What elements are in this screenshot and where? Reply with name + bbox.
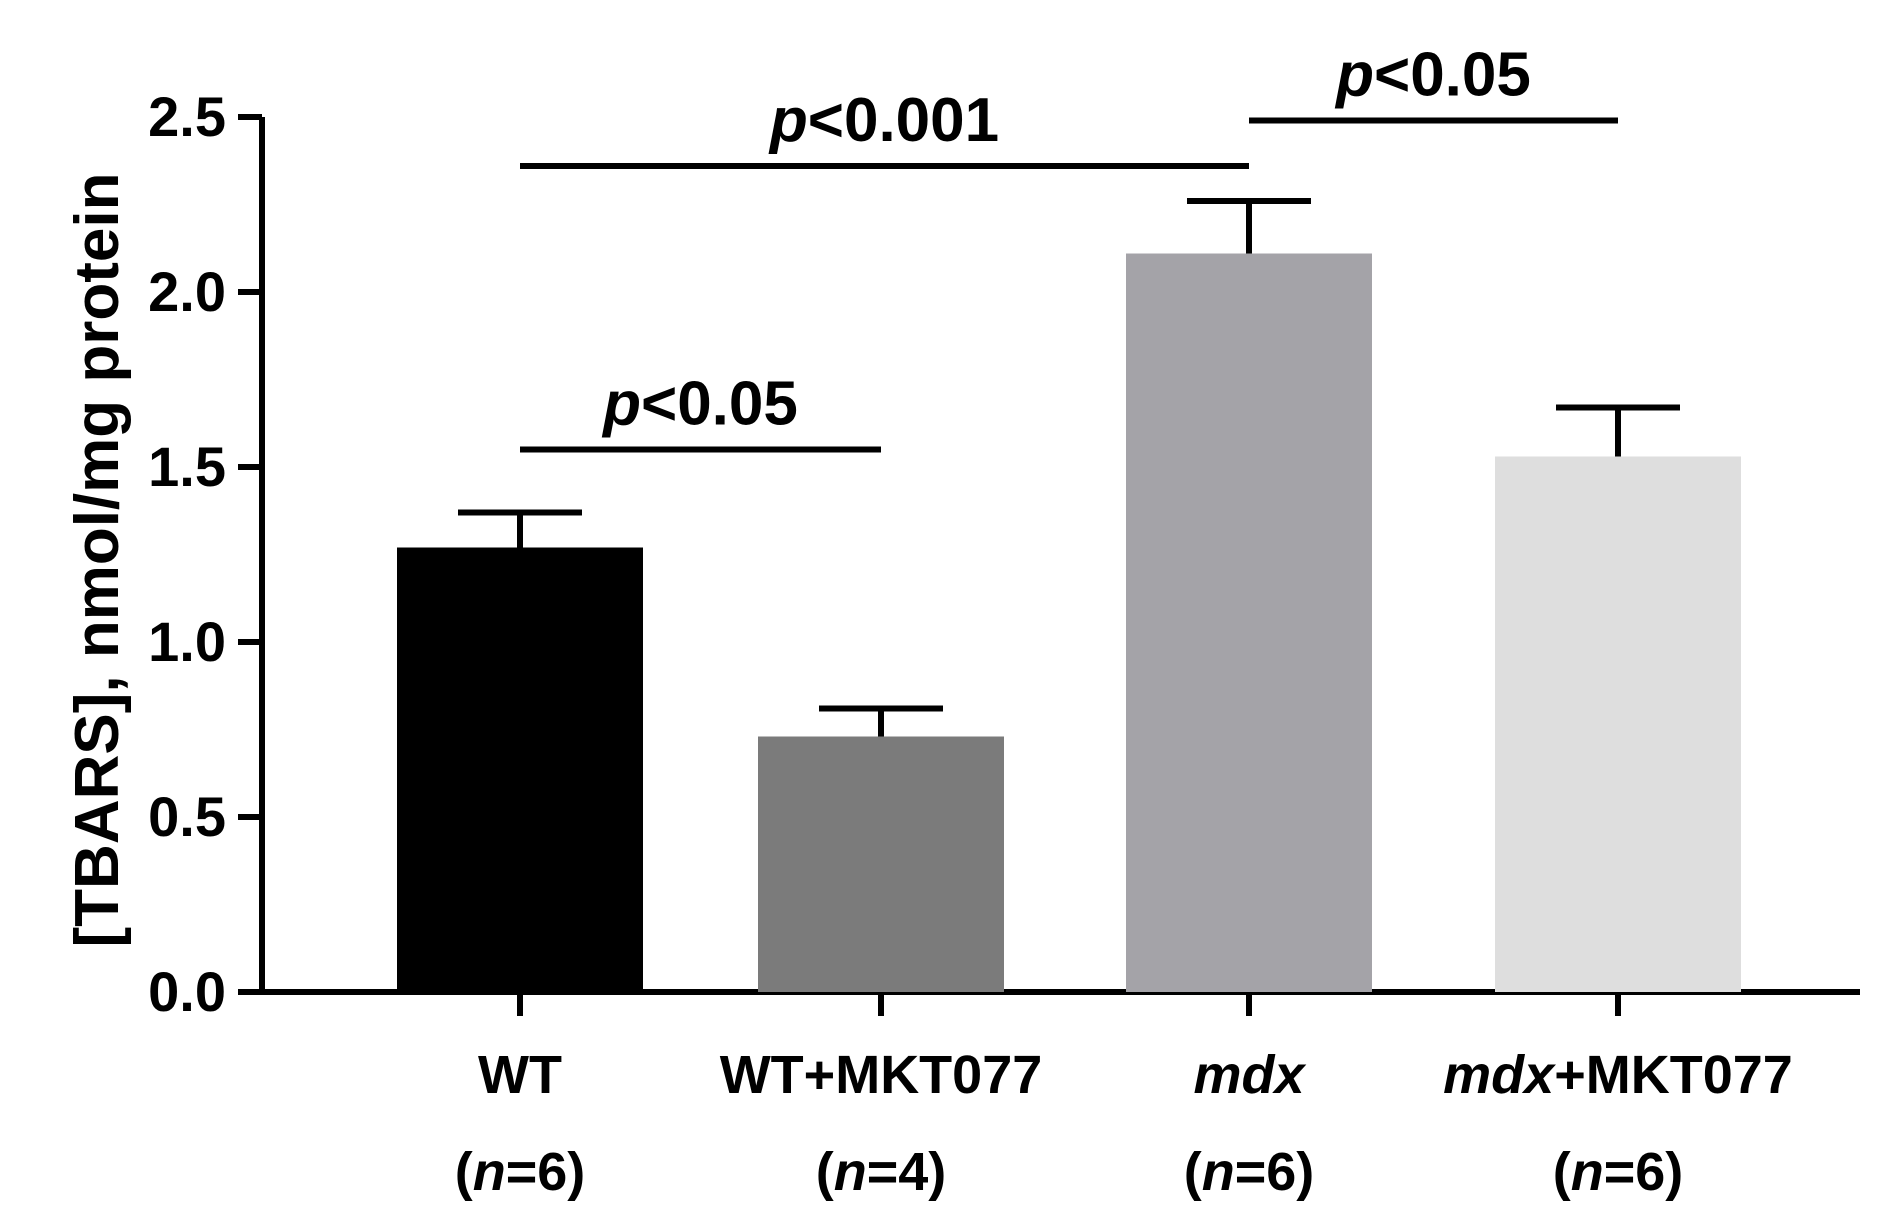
n-symbol: n — [1202, 1142, 1235, 1202]
x-label-italic-part: mdx — [1193, 1045, 1306, 1105]
x-sample-size: (n=4) — [816, 1142, 947, 1202]
x-tick-label: WT+MKT077 — [720, 1045, 1043, 1105]
n-prefix: ( — [455, 1142, 473, 1202]
y-ticks: 0.0 0.5 1.0 1.5 2.0 2.5 — [148, 85, 262, 1023]
p-symbol: p — [601, 370, 641, 439]
x-tick-label: WT — [478, 1045, 562, 1105]
n-symbol: n — [1571, 1142, 1604, 1202]
x-sample-size: (n=6) — [1553, 1142, 1684, 1202]
y-tick-label: 0.0 — [148, 960, 226, 1023]
x-label-italic-part: mdx — [1443, 1045, 1556, 1105]
x-label-plain-part: WT+MKT077 — [720, 1045, 1043, 1105]
y-tick-label: 2.0 — [148, 260, 226, 323]
p-value-label: p<0.001 — [768, 86, 999, 155]
n-prefix: ( — [1184, 1142, 1202, 1202]
n-value: =6) — [1235, 1142, 1315, 1202]
bars — [397, 198, 1741, 1016]
n-value: =4) — [867, 1142, 947, 1202]
x-tick-label: mdx+MKT077 — [1443, 1045, 1793, 1105]
p-value-label: p<0.05 — [1334, 41, 1531, 110]
bar — [758, 736, 1004, 992]
y-tick-label: 1.0 — [148, 610, 226, 673]
bar — [397, 547, 643, 992]
n-symbol: n — [834, 1142, 867, 1202]
y-tick-label: 2.5 — [148, 85, 226, 148]
x-label-plain-part: +MKT077 — [1554, 1045, 1793, 1105]
bar — [1495, 456, 1741, 992]
n-prefix: ( — [816, 1142, 834, 1202]
n-value: =6) — [1604, 1142, 1684, 1202]
p-value-label: p<0.05 — [601, 370, 798, 439]
x-label-plain-part: WT — [478, 1045, 562, 1105]
x-tick-label: mdx — [1193, 1045, 1306, 1105]
n-symbol: n — [473, 1142, 506, 1202]
y-tick-label: 0.5 — [148, 785, 226, 848]
p-value: <0.001 — [808, 86, 999, 155]
y-tick-label: 1.5 — [148, 435, 226, 498]
p-value: <0.05 — [641, 370, 798, 439]
x-tick-labels: WT(n=6)WT+MKT077(n=4)mdx(n=6)mdx+MKT077(… — [455, 1045, 1793, 1202]
x-sample-size: (n=6) — [455, 1142, 586, 1202]
p-symbol: p — [1334, 41, 1374, 110]
bar — [1126, 253, 1372, 992]
p-symbol: p — [768, 86, 808, 155]
y-axis-label: [TBARS], nmol/mg protein — [63, 173, 132, 948]
p-value: <0.05 — [1374, 41, 1531, 110]
n-value: =6) — [506, 1142, 586, 1202]
n-prefix: ( — [1553, 1142, 1571, 1202]
x-sample-size: (n=6) — [1184, 1142, 1315, 1202]
